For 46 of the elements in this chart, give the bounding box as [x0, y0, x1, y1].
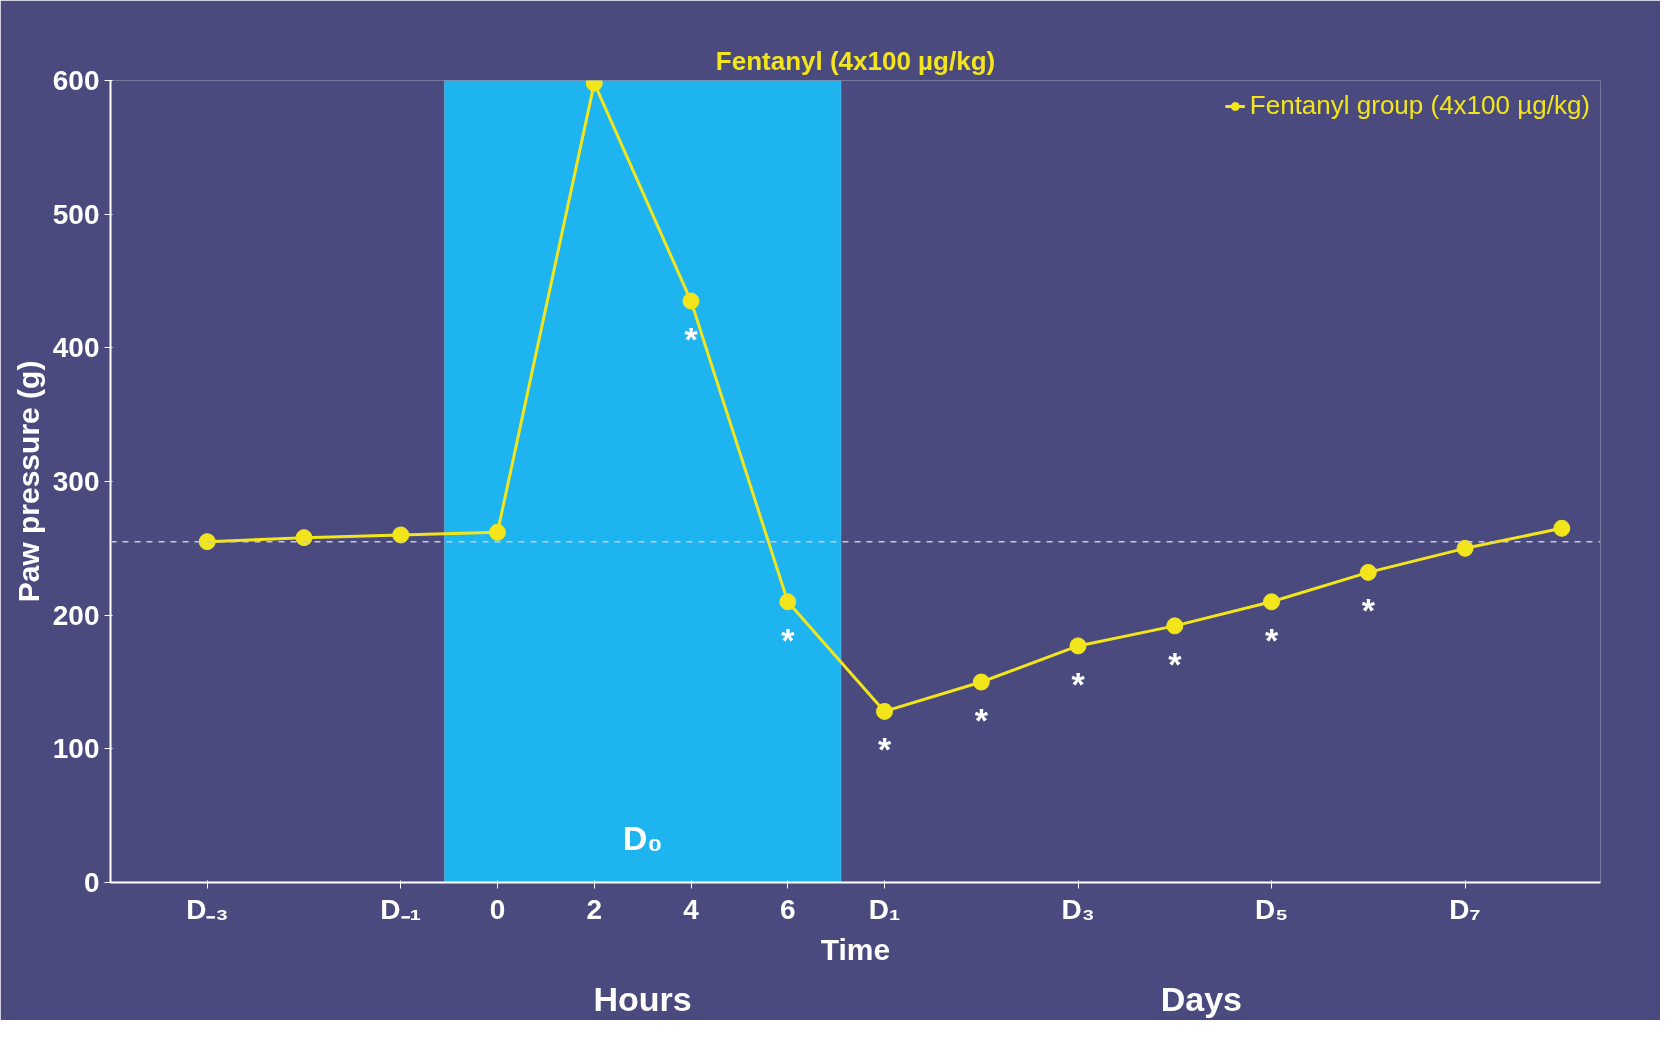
point — [1069, 637, 1087, 655]
y-tick-label: 600 — [52, 65, 100, 96]
point — [1553, 519, 1571, 537]
point — [392, 526, 410, 544]
point — [1456, 539, 1474, 557]
data-label: * — [877, 730, 892, 769]
chart-title: Fentanyl (4x100 µg/kg) — [715, 45, 996, 76]
y-tick-label: 500 — [52, 198, 100, 230]
point — [1263, 593, 1281, 611]
y-tick-label: 0 — [83, 867, 100, 898]
x-tick-label: D₋₃ — [186, 893, 229, 925]
x-tick-label: D₋₁ — [380, 893, 422, 925]
data-label: * — [1264, 620, 1279, 659]
y-tick-label: 200 — [52, 599, 100, 631]
x-tick-label: 4 — [683, 893, 700, 925]
data-label: * — [1071, 664, 1086, 703]
x-tick-label: 6 — [779, 893, 796, 925]
x-axis-title: Time — [820, 932, 891, 966]
text: Hours — [593, 979, 692, 1018]
data-label: * — [1361, 591, 1376, 630]
x-tick-label: 0 — [489, 893, 506, 925]
y-axis-title: Paw pressure (g) — [11, 360, 45, 603]
y-tick-label: 300 — [52, 466, 100, 497]
point — [876, 702, 894, 720]
point — [682, 292, 700, 310]
point — [1166, 617, 1184, 635]
legend-label: Fentanyl group (4x100 µg/kg) — [1249, 90, 1590, 121]
point — [198, 533, 216, 551]
data-label: * — [1168, 644, 1183, 683]
x-tick-label: D₇ — [1449, 893, 1481, 925]
annotation: D₀ — [622, 818, 663, 857]
x-tick-label: D₃ — [1061, 893, 1095, 925]
x-tick-label: D₁ — [868, 893, 901, 925]
x-tick-label: D₅ — [1255, 893, 1289, 925]
point — [489, 523, 507, 541]
point — [1359, 563, 1377, 581]
point — [295, 529, 313, 547]
y-tick-label: 400 — [52, 332, 100, 364]
point — [972, 673, 990, 691]
data-label: * — [974, 701, 989, 739]
x-tick-label: 2 — [586, 893, 603, 925]
text: Days — [1160, 979, 1243, 1018]
data-label: * — [684, 320, 699, 359]
y-tick-label: 100 — [52, 733, 100, 765]
data-label: * — [781, 620, 796, 659]
point — [779, 593, 797, 611]
